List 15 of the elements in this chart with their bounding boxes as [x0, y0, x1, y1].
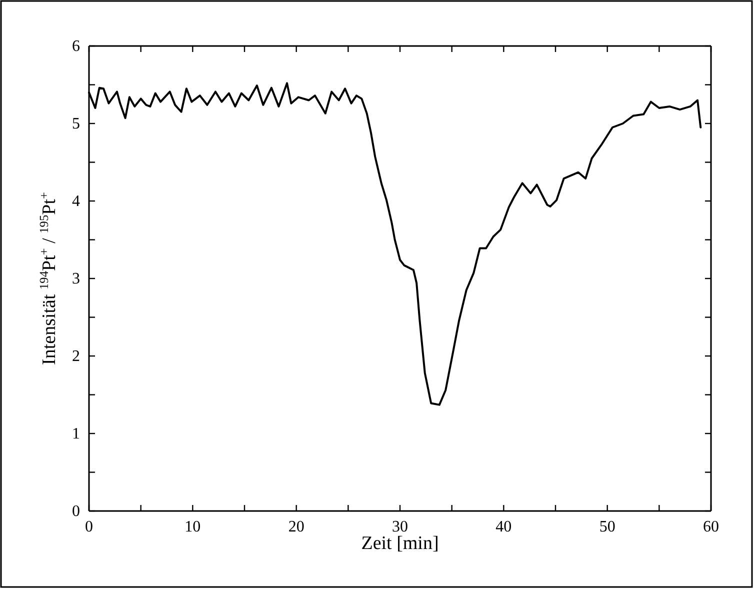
x-tick-label: 0	[85, 518, 93, 536]
y-tick-label: 6	[72, 38, 80, 56]
y-tick-label: 2	[72, 348, 80, 366]
y-tick-label: 0	[72, 503, 80, 520]
x-tick-label: 40	[496, 518, 512, 536]
y-tick-label: 5	[72, 116, 80, 133]
y-tick-label: 3	[72, 270, 80, 288]
y-tick-label: 1	[72, 426, 80, 443]
x-tick-label: 10	[184, 518, 201, 536]
y-tick-label: 4	[72, 193, 80, 210]
x-tick-label: 60	[703, 518, 719, 536]
x-tick-label: 30	[392, 518, 408, 536]
x-axis-title: Zeit [min]	[361, 533, 439, 554]
x-tick-label: 20	[288, 518, 304, 536]
x-tick-label: 50	[599, 518, 616, 536]
